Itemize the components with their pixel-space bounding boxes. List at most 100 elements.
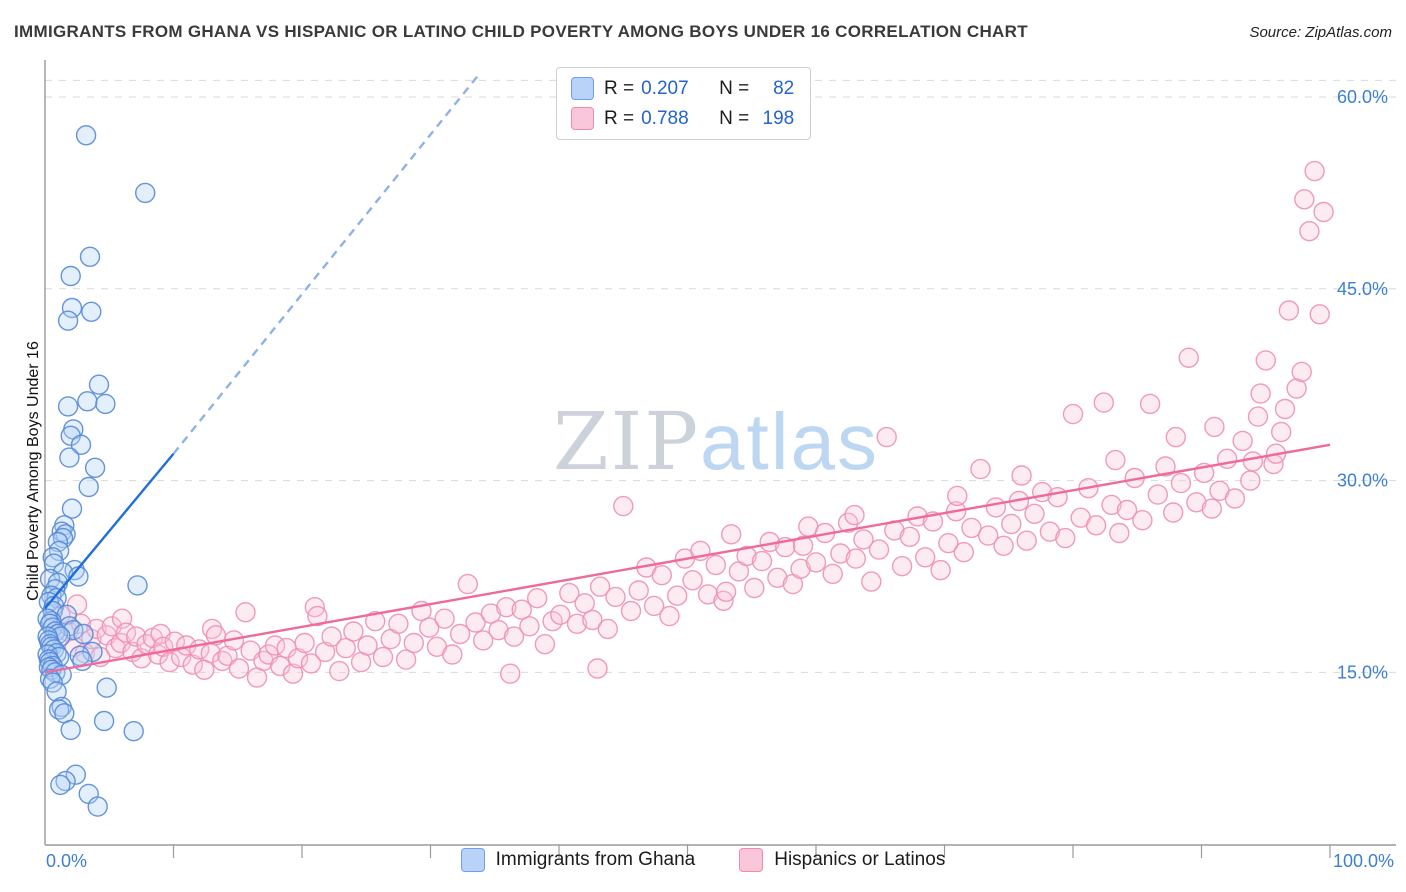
data-point (1155, 456, 1176, 477)
y-tick-label: 45.0% (1337, 279, 1388, 299)
data-point (503, 626, 525, 647)
data-point (61, 498, 83, 519)
data-point (1270, 421, 1292, 443)
legend-item-ghana: Immigrants from Ghana (460, 848, 696, 872)
data-point (343, 621, 364, 642)
legend-item-hispanic: Hispanics or Latinos (739, 848, 945, 872)
data-point (372, 646, 394, 668)
data-point (961, 517, 982, 539)
r-label: R = (604, 77, 635, 99)
data-point (587, 658, 608, 679)
data-point (388, 613, 409, 634)
data-point (1055, 527, 1076, 549)
n-value-ghana: 82 (773, 77, 795, 99)
data-point (70, 434, 92, 455)
data-point (496, 597, 517, 618)
source-attribution: Source: ZipAtlas.com (1249, 24, 1392, 41)
data-point (123, 721, 144, 742)
data-point (1165, 426, 1187, 448)
data-point (217, 645, 238, 666)
legend-swatch-ghana (571, 77, 594, 100)
data-point (582, 609, 603, 631)
stats-legend: R = 0.207 N = 82 R = 0.788 N = 198 (556, 67, 812, 140)
data-point (853, 529, 874, 550)
data-point (228, 658, 250, 679)
data-point (628, 580, 649, 601)
data-point (395, 649, 417, 670)
data-point (938, 533, 959, 554)
data-point (115, 622, 137, 643)
data-point (1204, 416, 1225, 438)
data-point (605, 586, 626, 608)
data-point (57, 310, 79, 331)
r-value-hispanic: 0.788 (641, 107, 689, 129)
data-point (65, 764, 87, 785)
page-title: IMMIGRANTS FROM GHANA VS HISPANIC OR LAT… (14, 22, 1028, 41)
data-point (559, 582, 580, 604)
data-point (449, 623, 471, 645)
data-point (1139, 393, 1161, 415)
data-point (61, 297, 83, 319)
data-point (1178, 347, 1199, 368)
data-point (473, 630, 494, 651)
y-tick-label: 15.0% (1337, 662, 1388, 682)
data-point (1147, 484, 1169, 505)
data-point (1016, 530, 1037, 551)
data-point (403, 632, 424, 654)
data-point (1242, 451, 1264, 472)
data-point (87, 796, 108, 817)
data-point (805, 552, 827, 573)
legend-swatch-hispanic (571, 107, 594, 130)
x-axis-max-label: 100.0% (1332, 851, 1394, 871)
data-point (86, 618, 107, 640)
data-point (314, 641, 336, 663)
data-point (682, 570, 703, 591)
n-label: N = (719, 77, 750, 99)
data-point (66, 594, 88, 615)
data-point (1255, 350, 1277, 371)
data-point (1085, 515, 1107, 536)
data-point (182, 654, 204, 675)
data-point (88, 374, 110, 395)
data-point (294, 632, 315, 654)
data-point (651, 565, 672, 586)
data-point (527, 588, 548, 609)
data-point (830, 543, 851, 564)
data-point (78, 476, 99, 498)
data-point (419, 617, 440, 638)
data-point (1116, 499, 1138, 521)
data-point (744, 577, 765, 599)
data-point (953, 542, 974, 563)
data-point (1093, 392, 1115, 413)
data-point (500, 663, 521, 684)
data-point (1250, 383, 1271, 404)
data-point (282, 663, 304, 684)
data-point (1062, 403, 1084, 425)
data-point (434, 608, 455, 629)
data-point (1105, 449, 1126, 471)
data-point (511, 599, 532, 620)
stats-row-ghana: R = 0.207 N = 82 (571, 77, 794, 100)
data-point (659, 605, 680, 627)
data-point (715, 581, 737, 602)
data-point (321, 626, 342, 647)
data-point (57, 396, 79, 417)
data-point (60, 719, 81, 741)
data-point (134, 182, 156, 204)
legend-label-ghana: Immigrants from Ghana (495, 849, 696, 870)
data-point (767, 567, 788, 588)
data-point (790, 558, 811, 579)
data-point (519, 616, 540, 637)
data-point (75, 125, 97, 146)
data-point (81, 301, 102, 322)
legend-swatch-hispanic (739, 848, 764, 872)
data-point (1224, 488, 1246, 509)
data-point (42, 547, 63, 568)
data-point (1101, 494, 1122, 516)
data-point (1291, 361, 1312, 383)
n-label: N = (719, 107, 750, 129)
data-point (1299, 220, 1320, 242)
data-point (899, 526, 920, 547)
